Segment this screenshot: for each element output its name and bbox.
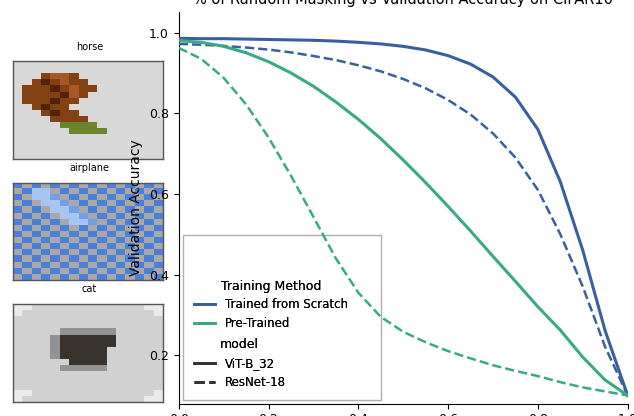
Legend: ViT-B_32, ResNet-18: ViT-B_32, ResNet-18 — [189, 334, 290, 394]
Text: Examples: Examples — [45, 381, 134, 400]
Text: cat: cat — [82, 284, 97, 294]
Title: % of Random Masking vs Validation Accuracy on CIFAR10: % of Random Masking vs Validation Accura… — [193, 0, 613, 7]
Y-axis label: Validation Accuracy: Validation Accuracy — [129, 140, 143, 276]
Text: airplane: airplane — [70, 163, 110, 173]
Bar — [183, 235, 381, 400]
Text: horse: horse — [76, 42, 103, 52]
